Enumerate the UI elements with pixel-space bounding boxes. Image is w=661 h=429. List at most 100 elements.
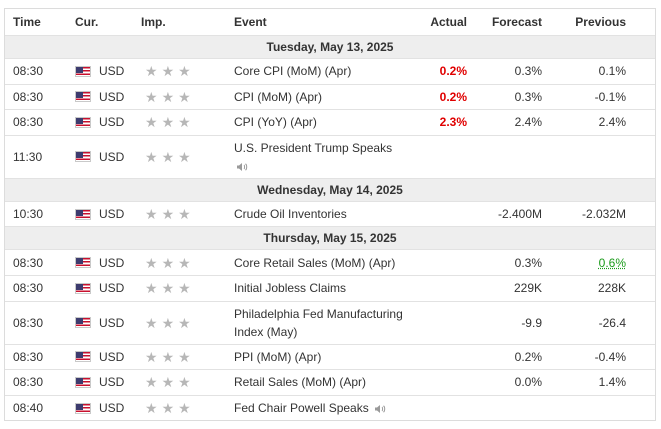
previous-value: 2.4% bbox=[598, 115, 626, 130]
star-icon: ★ bbox=[178, 374, 191, 391]
star-icon: ★ bbox=[161, 348, 175, 365]
previous-value: -0.4% bbox=[594, 349, 626, 364]
header-previous[interactable]: Previous bbox=[575, 15, 626, 29]
header-actual[interactable]: Actual bbox=[430, 15, 467, 29]
importance-stars: ★ ★ ★ bbox=[133, 316, 222, 330]
previous-value: 0.6% bbox=[598, 255, 626, 270]
event-name[interactable]: PPI (MoM) (Apr) bbox=[234, 349, 322, 364]
currency-code: USD bbox=[99, 115, 125, 130]
header-currency[interactable]: Cur. bbox=[75, 15, 99, 29]
us-flag-icon bbox=[75, 91, 91, 103]
event-forecast: 0.2% bbox=[514, 349, 542, 364]
currency-code: USD bbox=[99, 281, 125, 296]
event-time: 08:30 bbox=[13, 89, 44, 104]
event-name[interactable]: CPI (YoY) (Apr) bbox=[234, 115, 317, 130]
us-flag-icon bbox=[75, 376, 91, 388]
event-row[interactable]: 11:30 USD ★ ★ ★ U.S. President Trump Speaks bbox=[5, 134, 655, 178]
us-flag-icon bbox=[75, 317, 91, 329]
event-row[interactable]: 08:30 USD ★ ★ ★ CPI (YoY) (Apr) 2.3% 2.4% 2.4% bbox=[5, 109, 655, 135]
event-row[interactable]: 08:30 USD ★ ★ ★ Core Retail Sales (MoM) (Apr)… bbox=[5, 249, 655, 275]
importance-stars: ★ ★ ★ bbox=[133, 150, 222, 164]
currency-code: USD bbox=[99, 149, 125, 164]
economic-calendar-table: Time Cur. Imp. Event Actual Forecast Pre… bbox=[4, 8, 656, 422]
star-icon: ★ bbox=[161, 206, 175, 223]
star-icon: ★ bbox=[178, 254, 191, 271]
event-row[interactable]: 08:30 USD ★ ★ ★ Initial Jobless Claims 229K 228… bbox=[5, 274, 655, 301]
importance-stars: ★ ★ ★ bbox=[133, 401, 222, 415]
star-icon: ★ bbox=[145, 148, 158, 165]
event-row[interactable]: 08:30 USD ★ ★ ★ Core CPI (MoM) (Apr) 0.2% 0.3% 0… bbox=[5, 58, 655, 84]
event-forecast: -2.400M bbox=[497, 207, 542, 222]
event-actual: 2.3% bbox=[439, 115, 467, 130]
star-icon: ★ bbox=[178, 314, 191, 331]
currency-code: USD bbox=[99, 207, 125, 222]
event-name[interactable]: Crude Oil Inventories bbox=[234, 207, 347, 222]
event-cell: Initial Jobless Claims bbox=[222, 279, 408, 297]
event-name[interactable]: Initial Jobless Claims bbox=[234, 281, 347, 296]
date-header-row: Thursday, May 15, 2025 bbox=[5, 226, 655, 250]
header-forecast[interactable]: Forecast bbox=[491, 15, 542, 29]
event-previous: -0.4% bbox=[542, 350, 626, 364]
importance-stars: ★ ★ ★ bbox=[133, 64, 222, 78]
event-time: 10:30 bbox=[13, 207, 44, 222]
importance-stars: ★ ★ ★ bbox=[133, 350, 222, 364]
header-event[interactable]: Event bbox=[234, 15, 267, 29]
currency-code: USD bbox=[99, 64, 125, 79]
event-previous: 1.4% bbox=[542, 375, 626, 389]
star-icon: ★ bbox=[145, 88, 158, 105]
event-cell: Core CPI (MoM) (Apr) bbox=[222, 62, 408, 80]
event-row[interactable]: 08:30 USD ★ ★ ★ Retail Sales (MoM) (Apr) 0.0% 1… bbox=[5, 369, 655, 395]
star-icon: ★ bbox=[178, 206, 191, 223]
event-cell: CPI (YoY) (Apr) bbox=[222, 113, 408, 131]
us-flag-icon bbox=[75, 402, 91, 414]
us-flag-icon bbox=[75, 151, 91, 163]
event-name[interactable]: U.S. President Trump Speaks bbox=[234, 140, 393, 155]
event-name[interactable]: Fed Chair Powell Speaks bbox=[234, 401, 369, 416]
star-icon: ★ bbox=[145, 400, 158, 417]
event-row[interactable]: 08:40 USD ★ ★ ★ Fed Chair Powell Speaks bbox=[5, 394, 655, 421]
star-icon: ★ bbox=[161, 254, 175, 271]
event-name[interactable]: Philadelphia Fed Manufacturing Index (Ma… bbox=[234, 306, 403, 339]
event-cell: CPI (MoM) (Apr) bbox=[222, 88, 408, 106]
star-icon: ★ bbox=[145, 280, 158, 297]
event-time: 08:40 bbox=[13, 401, 44, 416]
event-previous: 0.1% bbox=[542, 64, 626, 78]
event-name[interactable]: Retail Sales (MoM) (Apr) bbox=[234, 375, 367, 390]
event-row[interactable]: 08:30 USD ★ ★ ★ PPI (MoM) (Apr) 0.2% -0.4% bbox=[5, 343, 655, 370]
previous-value: 0.1% bbox=[598, 64, 626, 79]
importance-stars: ★ ★ ★ bbox=[133, 281, 222, 295]
event-currency: USD bbox=[67, 207, 133, 221]
star-icon: ★ bbox=[161, 88, 175, 105]
star-icon: ★ bbox=[178, 88, 191, 105]
event-name[interactable]: Core Retail Sales (MoM) (Apr) bbox=[234, 255, 396, 270]
star-icon: ★ bbox=[145, 314, 158, 331]
star-icon: ★ bbox=[145, 254, 158, 271]
speaker-icon[interactable] bbox=[372, 401, 386, 415]
header-time[interactable]: Time bbox=[13, 15, 41, 29]
speaker-icon[interactable] bbox=[234, 159, 248, 173]
event-row[interactable]: 08:30 USD ★ ★ ★ Philadelphia Fed Manufacturin… bbox=[5, 300, 655, 344]
event-forecast: 0.0% bbox=[514, 375, 542, 390]
us-flag-icon bbox=[75, 116, 91, 128]
star-icon: ★ bbox=[161, 400, 175, 417]
event-name[interactable]: CPI (MoM) (Apr) bbox=[234, 89, 322, 104]
event-cell: U.S. President Trump Speaks bbox=[222, 139, 408, 175]
event-forecast: -9.9 bbox=[521, 315, 542, 330]
currency-code: USD bbox=[99, 375, 125, 390]
date-label: Wednesday, May 14, 2025 bbox=[257, 182, 403, 197]
event-cell: PPI (MoM) (Apr) bbox=[222, 348, 408, 366]
header-importance[interactable]: Imp. bbox=[141, 15, 166, 29]
event-currency: USD bbox=[67, 281, 133, 295]
previous-value: 228K bbox=[597, 281, 626, 296]
star-icon: ★ bbox=[145, 206, 158, 223]
event-forecast: 0.3% bbox=[514, 255, 542, 270]
date-label: Tuesday, May 13, 2025 bbox=[266, 40, 394, 54]
event-cell: Retail Sales (MoM) (Apr) bbox=[222, 373, 408, 391]
star-icon: ★ bbox=[178, 114, 191, 131]
date-header-row: Wednesday, May 14, 2025 bbox=[5, 177, 655, 201]
event-cell: Philadelphia Fed Manufacturing Index (Ma… bbox=[222, 305, 408, 341]
event-forecast: 0.3% bbox=[514, 89, 542, 104]
event-row[interactable]: 10:30 USD ★ ★ ★ Crude Oil Inventories -2.400M -… bbox=[5, 200, 655, 227]
event-name[interactable]: Core CPI (MoM) (Apr) bbox=[234, 64, 352, 79]
event-row[interactable]: 08:30 USD ★ ★ ★ CPI (MoM) (Apr) 0.2% 0.3% -0.1% bbox=[5, 83, 655, 110]
